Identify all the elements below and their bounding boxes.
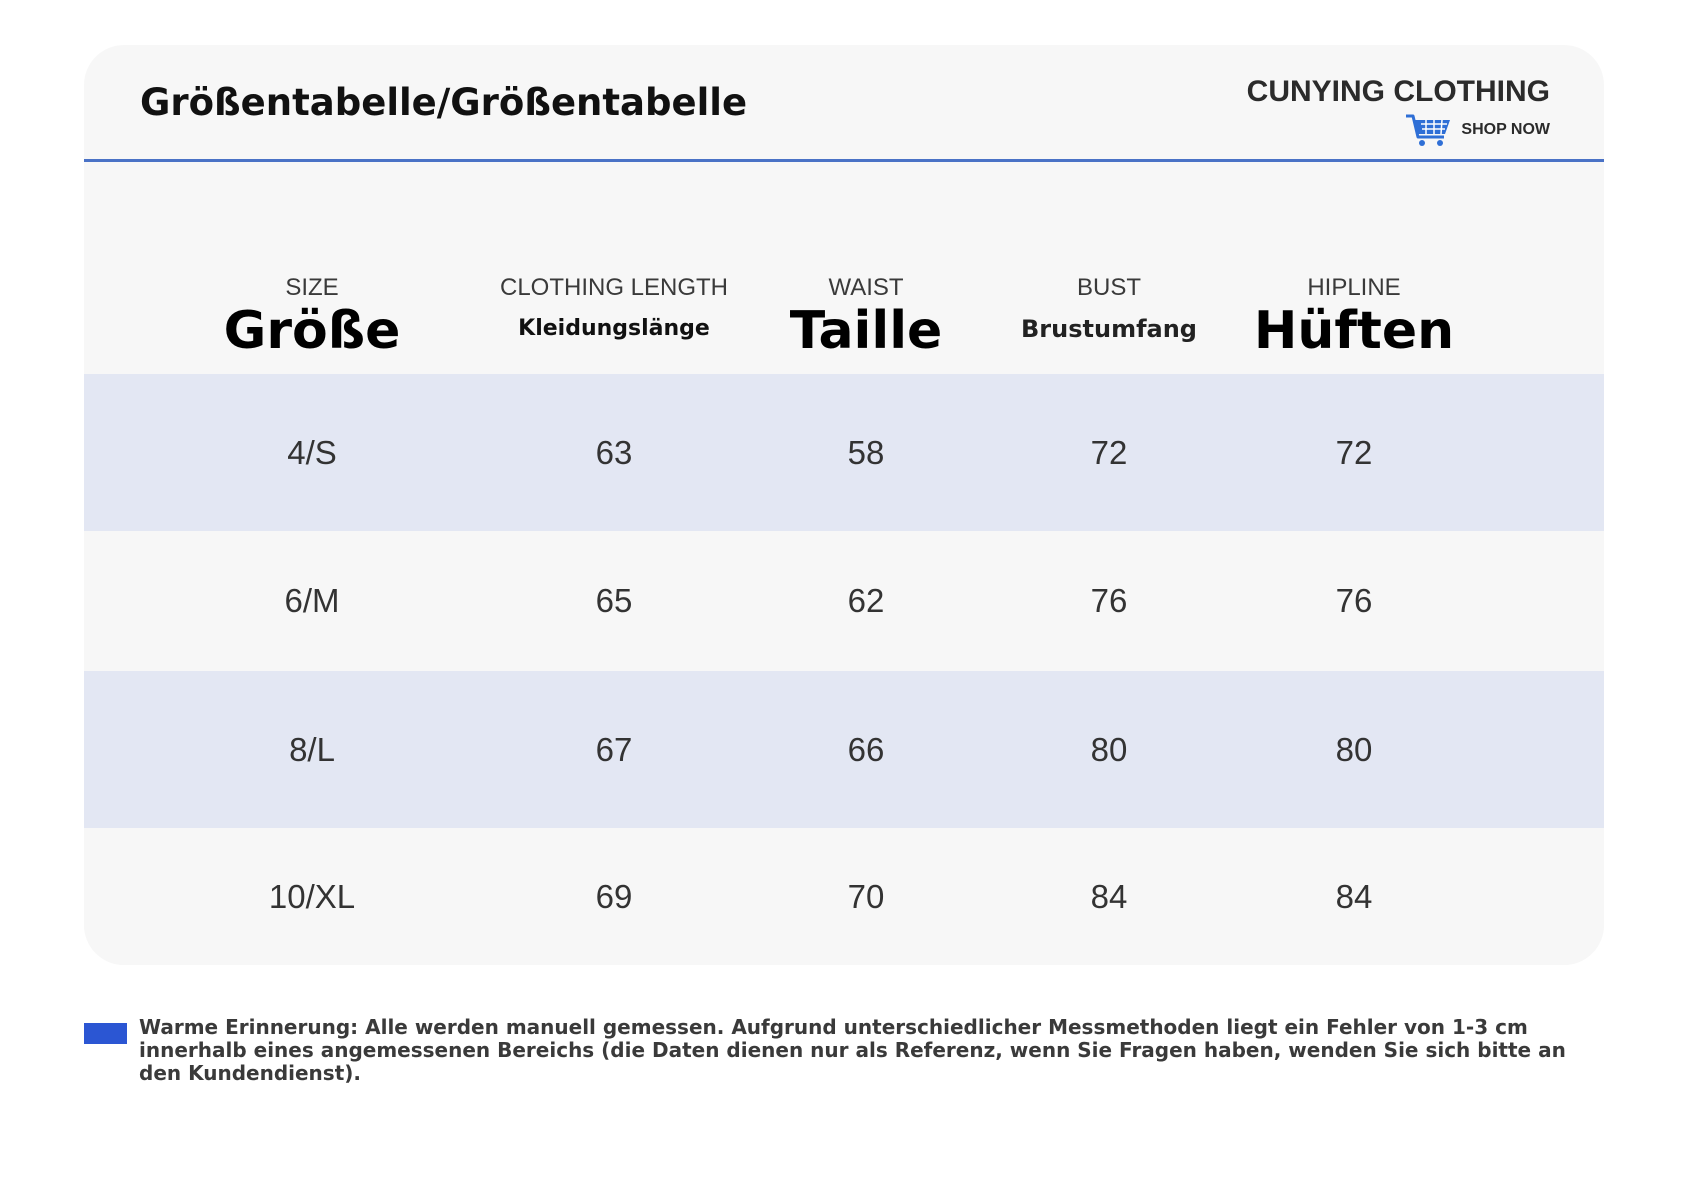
- column-header-en: CLOTHING LENGTH: [499, 274, 729, 301]
- table-cell-hipline: 84: [1335, 877, 1373, 915]
- note-marker: [84, 1023, 127, 1044]
- column-header-de: Taille: [789, 301, 943, 361]
- measurement-note: Warme Erinnerung: Alle werden manuell ge…: [139, 1015, 1566, 1085]
- table-row: 4/S 63 58 72 72: [84, 374, 1604, 531]
- table-cell-bust: 80: [1090, 730, 1128, 768]
- size-chart-card: Größentabelle/Größentabelle CUNYING CLOT…: [84, 45, 1604, 965]
- table-cell-waist: 70: [847, 877, 885, 915]
- table-cell-clothing-length: 67: [595, 730, 633, 768]
- table-cell-size: 10/XL: [268, 877, 356, 915]
- brand-name: CUNYING CLOTHING: [1246, 75, 1550, 108]
- table-cell-size: 4/S: [287, 433, 337, 471]
- column-header-en: HIPLINE: [1307, 274, 1401, 301]
- table-row: 6/M 65 62 76 76: [84, 531, 1604, 671]
- column-header-waist: WAIST Taille: [790, 275, 943, 380]
- card-header: Größentabelle/Größentabelle CUNYING CLOT…: [84, 45, 1604, 162]
- column-header-hipline: HIPLINE Hüften: [1254, 275, 1454, 380]
- table-cell-size: 6/M: [284, 582, 340, 619]
- table-cell-size: 8/L: [289, 730, 335, 768]
- table-cell-hipline: 80: [1335, 730, 1373, 768]
- column-header-de: Größe: [223, 301, 401, 361]
- column-header-en: SIZE: [285, 274, 339, 301]
- brand-logo: CUNYING CLOTHING SHOP NOW: [1230, 75, 1550, 147]
- table-cell-waist: 62: [847, 582, 885, 619]
- column-header-de: Brustumfang: [1021, 315, 1197, 343]
- table-cell-waist: 58: [847, 433, 885, 471]
- table-cell-clothing-length: 63: [595, 433, 633, 471]
- column-header-de: Kleidungslänge: [518, 316, 710, 341]
- table-cell-bust: 84: [1090, 877, 1128, 915]
- table-cell-clothing-length: 69: [595, 877, 633, 915]
- table-header-row: SIZE Größe CLOTHING LENGTH Kleidungsläng…: [84, 275, 1604, 380]
- column-header-en: WAIST: [828, 274, 904, 301]
- shopping-cart-icon: [1406, 114, 1450, 146]
- column-header-size: SIZE Größe: [224, 275, 401, 380]
- page-title: Größentabelle/Größentabelle: [140, 81, 748, 124]
- table-cell-bust: 76: [1090, 582, 1128, 619]
- column-header-bust: BUST Brustumfang: [1021, 275, 1197, 380]
- table-row: 10/XL 69 70 84 84: [84, 828, 1604, 965]
- table-cell-clothing-length: 65: [595, 582, 633, 619]
- brand-tagline: SHOP NOW: [1461, 121, 1550, 138]
- table-cell-bust: 72: [1090, 433, 1128, 471]
- column-header-de: Hüften: [1253, 301, 1455, 361]
- table-cell-hipline: 76: [1335, 582, 1373, 619]
- table-row: 8/L 67 66 80 80: [84, 671, 1604, 828]
- table-cell-hipline: 72: [1335, 433, 1373, 471]
- column-header-clothing-length: CLOTHING LENGTH Kleidungslänge: [500, 275, 728, 380]
- table-cell-waist: 66: [847, 730, 885, 768]
- column-header-en: BUST: [1076, 274, 1141, 301]
